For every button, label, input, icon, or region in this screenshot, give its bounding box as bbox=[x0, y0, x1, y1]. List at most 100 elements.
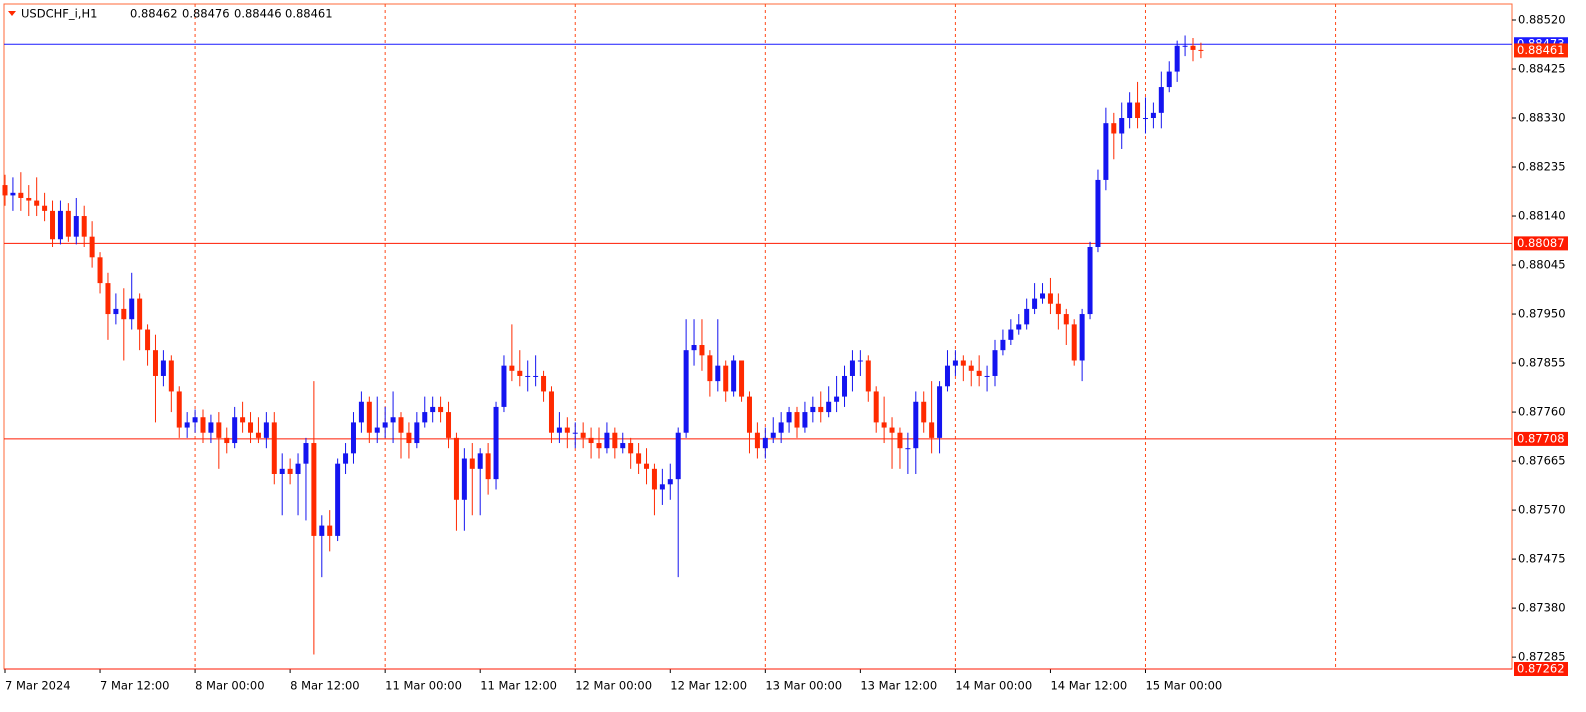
candle-body bbox=[374, 427, 380, 433]
candle-body bbox=[453, 437, 459, 500]
candle-body bbox=[42, 205, 48, 211]
x-tick-label: 14 Mar 12:00 bbox=[1050, 679, 1127, 693]
y-tick-label: 0.88140 bbox=[1518, 209, 1566, 223]
candle-body bbox=[984, 375, 990, 377]
candle-body bbox=[651, 468, 657, 490]
x-tick-label: 8 Mar 00:00 bbox=[195, 679, 264, 693]
candle-body bbox=[580, 432, 586, 438]
y-tick-label: 0.87475 bbox=[1518, 552, 1566, 566]
candle-body bbox=[873, 391, 879, 423]
candle-body bbox=[1119, 118, 1125, 134]
candle-body bbox=[644, 463, 650, 469]
candle-body bbox=[564, 427, 570, 433]
level-label: 0.87708 bbox=[1517, 431, 1565, 445]
candle-body bbox=[1032, 298, 1038, 309]
candle-body bbox=[723, 365, 729, 392]
candle-body bbox=[739, 360, 745, 397]
candle-body bbox=[944, 365, 950, 387]
candle-body bbox=[1024, 308, 1030, 325]
candle-body bbox=[952, 360, 958, 366]
candle-body bbox=[636, 453, 642, 464]
candle-body bbox=[129, 298, 135, 320]
candle-body bbox=[89, 236, 95, 258]
y-tick-label: 0.87950 bbox=[1518, 307, 1566, 321]
x-tick-label: 13 Mar 12:00 bbox=[860, 679, 937, 693]
candle-body bbox=[398, 417, 404, 433]
candle-body bbox=[335, 463, 341, 536]
candle-body bbox=[1142, 118, 1148, 120]
candle-body bbox=[960, 360, 966, 366]
candle-body bbox=[667, 479, 673, 485]
candle-body bbox=[1150, 112, 1156, 119]
candle-body bbox=[414, 422, 420, 444]
candle-body bbox=[192, 417, 198, 423]
x-tick-label: 14 Mar 00:00 bbox=[955, 679, 1032, 693]
candle-body bbox=[699, 345, 705, 356]
candle-body bbox=[1166, 71, 1172, 88]
level-label-box bbox=[1514, 431, 1568, 446]
candle-body bbox=[707, 355, 713, 382]
y-tick-label: 0.87380 bbox=[1518, 601, 1566, 615]
candle-body bbox=[121, 308, 127, 320]
candle-body bbox=[97, 257, 103, 284]
y-tick-label: 0.88330 bbox=[1518, 111, 1566, 125]
candle-body bbox=[168, 360, 174, 392]
candle-body bbox=[1190, 45, 1196, 50]
x-tick-label: 8 Mar 12:00 bbox=[290, 679, 359, 693]
y-tick-label: 0.88425 bbox=[1518, 62, 1566, 76]
x-tick-label: 7 Mar 2024 bbox=[5, 679, 71, 693]
quote-low: 0.88446 bbox=[234, 7, 282, 21]
candle-body bbox=[81, 216, 87, 237]
candle-body bbox=[382, 422, 388, 428]
candle-body bbox=[200, 417, 206, 433]
candle-body bbox=[548, 391, 554, 433]
x-tick-label: 15 Mar 00:00 bbox=[1145, 679, 1222, 693]
y-tick-label: 0.87855 bbox=[1518, 356, 1566, 370]
candle-body bbox=[287, 468, 293, 474]
candle-body bbox=[446, 412, 452, 438]
x-tick-label: 12 Mar 00:00 bbox=[575, 679, 652, 693]
candle-body bbox=[826, 401, 832, 413]
candle-body bbox=[295, 463, 301, 474]
candle-body bbox=[10, 192, 16, 196]
candle-body bbox=[937, 386, 943, 438]
candle-body bbox=[675, 432, 681, 480]
candle-body bbox=[905, 448, 911, 450]
candle-body bbox=[731, 360, 737, 392]
candle-body bbox=[501, 365, 507, 407]
level-label-box bbox=[1514, 236, 1568, 251]
candle-body bbox=[849, 360, 855, 376]
candle-body bbox=[525, 375, 531, 377]
candle-body bbox=[596, 443, 602, 449]
candle-body bbox=[865, 360, 871, 392]
candle-body bbox=[1000, 339, 1006, 351]
header: USDCHF_i,H1 0.88462 0.88476 0.88446 0.88… bbox=[8, 7, 333, 21]
candle-body bbox=[327, 525, 333, 536]
candle-body bbox=[137, 298, 143, 330]
candle-body bbox=[57, 210, 63, 240]
candle-body bbox=[145, 329, 151, 351]
candle-body bbox=[628, 443, 634, 454]
candle-body bbox=[1008, 329, 1014, 340]
candle-body bbox=[754, 432, 760, 449]
candle-body bbox=[26, 197, 32, 201]
candle-body bbox=[113, 308, 119, 315]
candle-body bbox=[1158, 87, 1164, 113]
y-tick-label: 0.87570 bbox=[1518, 503, 1566, 517]
candle-body bbox=[1103, 123, 1109, 180]
level-label-box bbox=[1514, 662, 1568, 676]
candle-body bbox=[2, 185, 8, 196]
x-tick-label: 11 Mar 00:00 bbox=[385, 679, 462, 693]
y-tick-label: 0.87285 bbox=[1518, 650, 1566, 664]
candle-body bbox=[1198, 49, 1204, 51]
candle-body bbox=[572, 432, 578, 434]
price-label-box bbox=[1514, 43, 1568, 58]
collapse-icon[interactable] bbox=[8, 11, 16, 16]
candle-body bbox=[34, 200, 40, 206]
level-label: 0.87262 bbox=[1517, 662, 1565, 676]
candle-body bbox=[50, 210, 56, 240]
candle-body bbox=[810, 406, 816, 413]
candle-body bbox=[683, 350, 689, 433]
